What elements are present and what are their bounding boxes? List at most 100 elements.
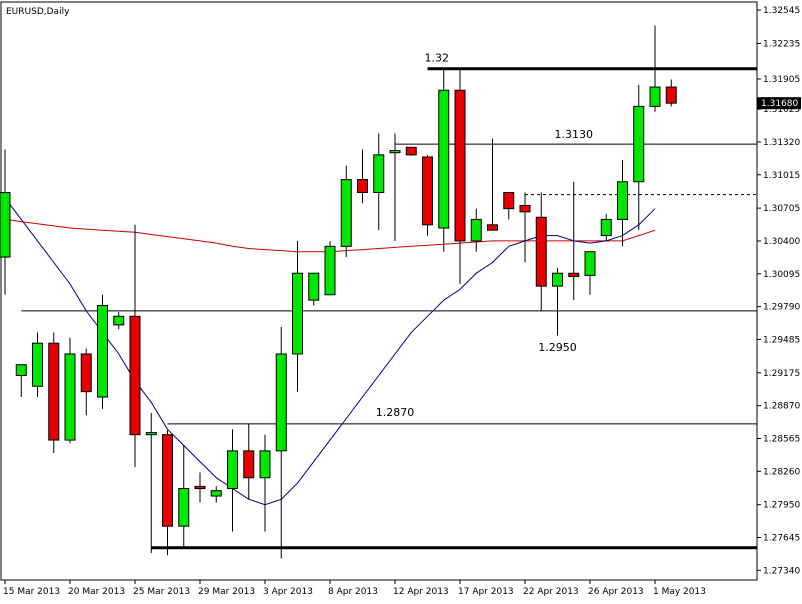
candle-4[interactable] bbox=[64, 337, 76, 444]
candle-5[interactable] bbox=[80, 348, 92, 416]
candle-38[interactable] bbox=[617, 160, 628, 247]
candle-10[interactable] bbox=[162, 430, 173, 556]
candle-41[interactable] bbox=[665, 79, 677, 107]
candle-body-down bbox=[568, 272, 580, 277]
candle-body-up bbox=[600, 218, 612, 237]
candle-body-up bbox=[633, 105, 645, 183]
candle-body-up bbox=[292, 272, 303, 355]
x-tick-label: 22 Apr 2013 bbox=[523, 587, 579, 597]
candle-27[interactable] bbox=[438, 68, 450, 252]
y-tick-label: 1.32235 bbox=[763, 39, 800, 49]
candle-body-up bbox=[259, 450, 271, 479]
candle-36[interactable] bbox=[584, 251, 596, 295]
candle-33[interactable] bbox=[535, 192, 547, 311]
candle-32[interactable] bbox=[519, 192, 531, 263]
candle-body-down bbox=[129, 315, 141, 436]
candle-0[interactable] bbox=[0, 149, 11, 295]
candle-body-down bbox=[665, 86, 677, 104]
candle-7[interactable] bbox=[113, 311, 125, 330]
x-tick-label: 3 Apr 2013 bbox=[263, 587, 313, 597]
candle-24[interactable] bbox=[389, 133, 401, 241]
candle-6[interactable] bbox=[97, 294, 108, 409]
y-tick-label: 1.27950 bbox=[763, 501, 800, 511]
y-tick-label: 1.30705 bbox=[763, 204, 800, 214]
candle-body-up bbox=[552, 272, 563, 287]
candle-29[interactable] bbox=[470, 208, 482, 252]
candle-body-down bbox=[405, 146, 417, 156]
candle-8[interactable] bbox=[129, 224, 141, 467]
candle-17[interactable] bbox=[275, 327, 287, 559]
candle-16[interactable] bbox=[259, 434, 271, 532]
candle-body-down bbox=[243, 450, 255, 479]
y-tick-label: 1.27340 bbox=[763, 566, 800, 576]
candle-25[interactable] bbox=[405, 146, 417, 156]
candle-body-up bbox=[227, 450, 238, 490]
candle-31[interactable] bbox=[503, 192, 515, 220]
candle-body-up bbox=[584, 251, 596, 276]
y-tick-label: 1.30400 bbox=[763, 237, 800, 247]
candle-40[interactable] bbox=[649, 25, 661, 112]
candle-1[interactable] bbox=[15, 364, 27, 398]
candle-body-up bbox=[649, 86, 661, 107]
candle-9[interactable] bbox=[145, 413, 157, 554]
candle-body-up bbox=[373, 154, 385, 194]
candle-26[interactable] bbox=[422, 154, 433, 236]
candle-11[interactable] bbox=[178, 445, 190, 548]
candle-body-down bbox=[454, 89, 466, 242]
x-tick-label: 20 Mar 2013 bbox=[68, 587, 125, 597]
candle-body-up bbox=[15, 364, 27, 376]
plot-frame bbox=[0, 1, 758, 581]
candle-18[interactable] bbox=[292, 240, 303, 392]
candle-body-down bbox=[535, 216, 547, 287]
candle-body-up bbox=[145, 432, 157, 436]
candle-19[interactable] bbox=[308, 272, 320, 306]
y-tick-label: 1.31625 bbox=[763, 105, 800, 115]
candle-body-up bbox=[438, 89, 450, 229]
y-tick-label: 1.30095 bbox=[763, 270, 800, 280]
candle-14[interactable] bbox=[227, 429, 238, 532]
candle-35[interactable] bbox=[568, 181, 580, 301]
candle-body-up bbox=[324, 245, 336, 296]
candle-13[interactable] bbox=[210, 486, 222, 503]
candle-39[interactable] bbox=[633, 84, 645, 231]
candle-23[interactable] bbox=[373, 133, 385, 231]
candle-28[interactable] bbox=[454, 68, 466, 285]
x-tick-label: 15 Mar 2013 bbox=[3, 587, 60, 597]
candle-body-up bbox=[0, 192, 11, 258]
x-tick-label: 1 May 2013 bbox=[653, 587, 706, 597]
y-tick-label: 1.29790 bbox=[763, 303, 800, 313]
y-tick-label: 1.31905 bbox=[763, 75, 800, 85]
candle-body-down bbox=[357, 179, 368, 194]
y-tick-label: 1.28870 bbox=[763, 402, 800, 412]
y-tick-label: 1.29175 bbox=[763, 369, 800, 379]
candle-body-up bbox=[210, 490, 222, 497]
candle-body-up bbox=[64, 353, 76, 441]
y-tick-label: 1.32545 bbox=[763, 6, 800, 16]
candle-body-down bbox=[162, 434, 173, 527]
candle-body-up bbox=[275, 353, 287, 452]
candle-21[interactable] bbox=[340, 165, 352, 258]
level-label-level-1-3130: 1.3130 bbox=[555, 128, 594, 141]
candle-body-up bbox=[97, 305, 108, 398]
candle-body-up bbox=[308, 272, 320, 301]
candle-15[interactable] bbox=[243, 423, 255, 500]
candle-20[interactable] bbox=[324, 240, 336, 296]
candle-2[interactable] bbox=[32, 332, 43, 398]
level-label-level-1-2950: 1.2950 bbox=[538, 341, 577, 354]
candle-body-up bbox=[470, 218, 482, 242]
current-price-label: 1.31680 bbox=[761, 99, 798, 109]
candle-30[interactable] bbox=[487, 138, 498, 231]
candle-body-up bbox=[340, 179, 352, 247]
candle-22[interactable] bbox=[357, 149, 368, 204]
candle-body-up bbox=[389, 150, 401, 154]
candle-body-down bbox=[503, 192, 515, 210]
candle-37[interactable] bbox=[600, 214, 612, 241]
candle-3[interactable] bbox=[48, 332, 60, 453]
candle-body-down bbox=[519, 204, 531, 213]
candle-body-up bbox=[32, 342, 43, 387]
candle-34[interactable] bbox=[552, 267, 563, 336]
candle-12[interactable] bbox=[194, 472, 206, 503]
current-price-tag-bg bbox=[757, 97, 801, 110]
